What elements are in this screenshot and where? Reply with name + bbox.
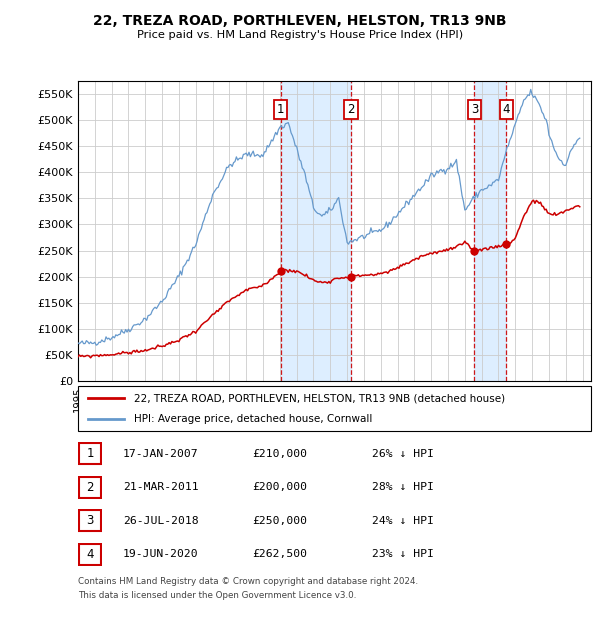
Text: 3: 3 (86, 515, 94, 527)
Text: £210,000: £210,000 (252, 449, 307, 459)
Text: 2: 2 (86, 481, 94, 494)
Text: 2: 2 (347, 103, 355, 116)
Text: 23% ↓ HPI: 23% ↓ HPI (372, 549, 434, 559)
Text: 26-JUL-2018: 26-JUL-2018 (123, 516, 199, 526)
Text: 19-JUN-2020: 19-JUN-2020 (123, 549, 199, 559)
Text: 26% ↓ HPI: 26% ↓ HPI (372, 449, 434, 459)
Bar (281, 81, 351, 381)
FancyBboxPatch shape (79, 544, 101, 565)
Text: This data is licensed under the Open Government Licence v3.0.: This data is licensed under the Open Gov… (78, 591, 356, 600)
Text: 1: 1 (86, 448, 94, 460)
Text: HPI: Average price, detached house, Cornwall: HPI: Average price, detached house, Corn… (134, 414, 373, 424)
FancyBboxPatch shape (79, 477, 101, 498)
Text: 1: 1 (277, 103, 284, 116)
Text: Contains HM Land Registry data © Crown copyright and database right 2024.: Contains HM Land Registry data © Crown c… (78, 577, 418, 587)
Text: 24% ↓ HPI: 24% ↓ HPI (372, 516, 434, 526)
Text: £200,000: £200,000 (252, 482, 307, 492)
Text: 4: 4 (503, 103, 510, 116)
Text: £262,500: £262,500 (252, 549, 307, 559)
FancyBboxPatch shape (79, 510, 101, 531)
Text: 22, TREZA ROAD, PORTHLEVEN, HELSTON, TR13 9NB (detached house): 22, TREZA ROAD, PORTHLEVEN, HELSTON, TR1… (134, 393, 506, 404)
Text: 17-JAN-2007: 17-JAN-2007 (123, 449, 199, 459)
Text: 28% ↓ HPI: 28% ↓ HPI (372, 482, 434, 492)
Text: Price paid vs. HM Land Registry's House Price Index (HPI): Price paid vs. HM Land Registry's House … (137, 30, 463, 40)
Text: £250,000: £250,000 (252, 516, 307, 526)
FancyBboxPatch shape (79, 443, 101, 464)
Text: 4: 4 (86, 548, 94, 560)
Text: 21-MAR-2011: 21-MAR-2011 (123, 482, 199, 492)
FancyBboxPatch shape (78, 386, 591, 431)
Text: 3: 3 (471, 103, 478, 116)
Bar (475, 81, 506, 381)
Text: 22, TREZA ROAD, PORTHLEVEN, HELSTON, TR13 9NB: 22, TREZA ROAD, PORTHLEVEN, HELSTON, TR1… (93, 14, 507, 28)
